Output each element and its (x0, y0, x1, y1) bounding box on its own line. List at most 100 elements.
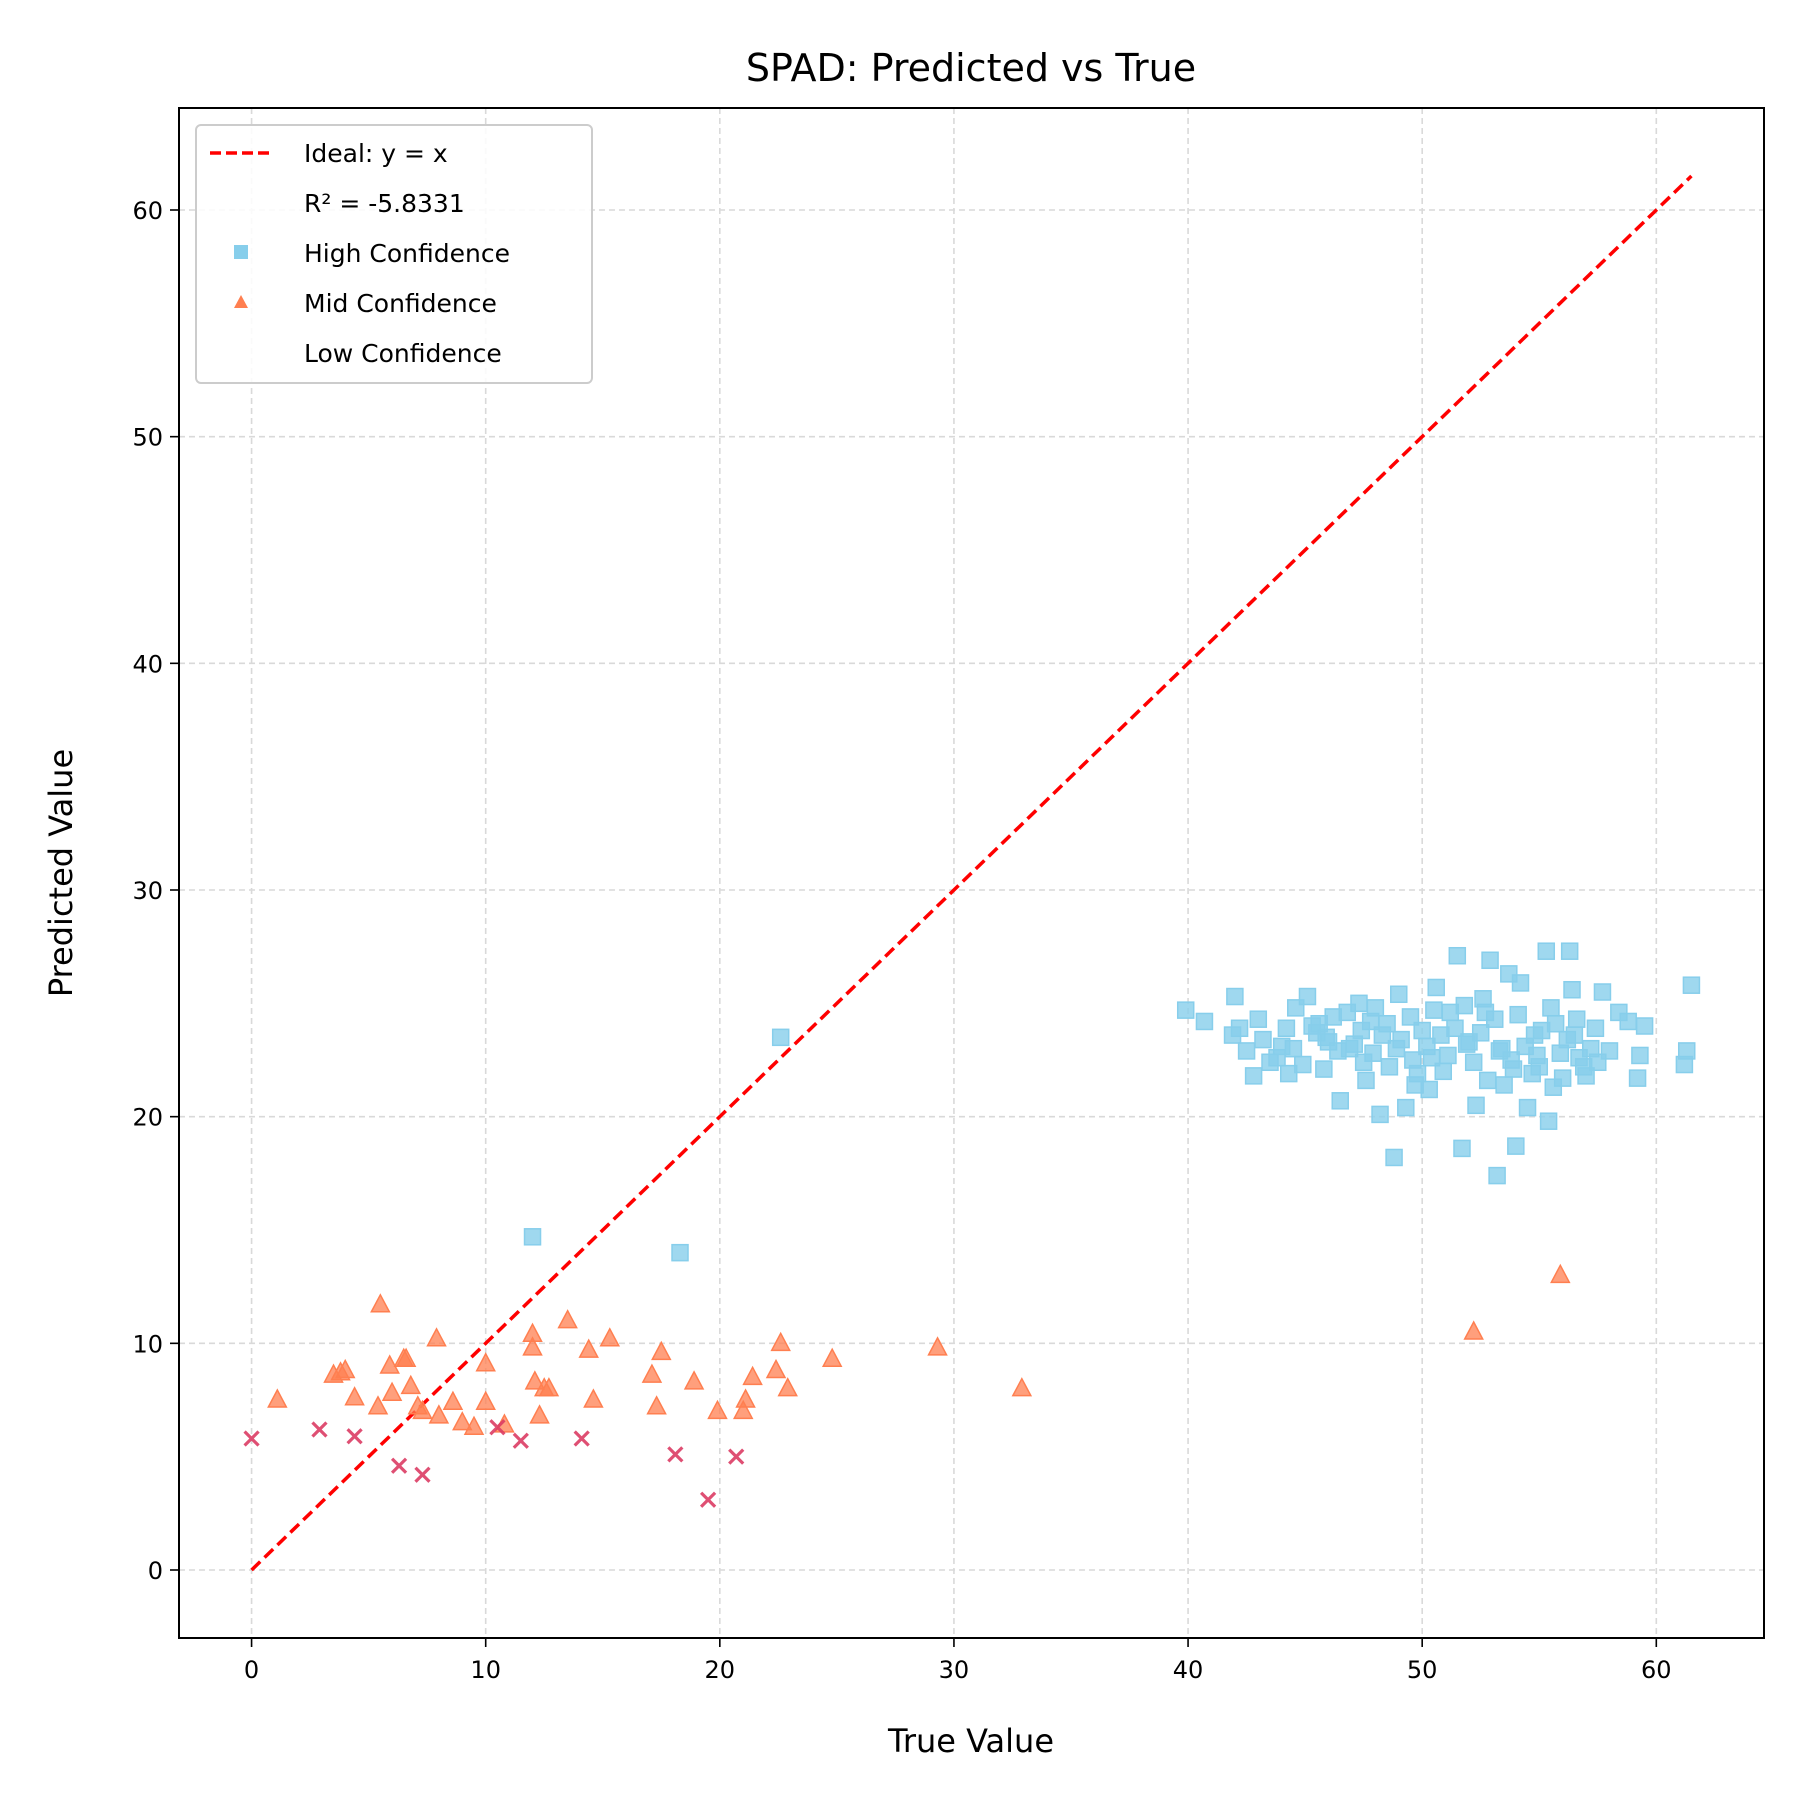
series-low-confidence (243, 1419, 745, 1508)
mid-confidence-point (557, 1309, 578, 1329)
high-confidence-point (1279, 1064, 1298, 1083)
low-confidence-point (243, 1430, 260, 1447)
high-confidence-point (1390, 985, 1408, 1004)
high-confidence-point (1677, 1042, 1696, 1060)
low-confidence-point (667, 1446, 684, 1463)
x-tick-label: 40 (1173, 1656, 1204, 1684)
x-axis-label: True Value (887, 1722, 1054, 1760)
high-confidence-point (1619, 1012, 1637, 1031)
low-confidence-point (489, 1419, 506, 1436)
legend-high-swatch (234, 245, 248, 259)
mid-confidence-point (770, 1331, 791, 1352)
high-confidence-point (1397, 1098, 1415, 1117)
high-confidence-point (1277, 1019, 1296, 1038)
legend-ideal-label: Ideal: y = x (304, 139, 448, 168)
mid-confidence-point (641, 1363, 663, 1383)
high-confidence-point (1488, 1166, 1506, 1185)
low-confidence-point (311, 1421, 328, 1438)
high-confidence-point (1635, 1017, 1654, 1035)
mid-confidence-point (524, 1370, 546, 1390)
mid-confidence-point (683, 1370, 705, 1390)
mid-confidence-point (1550, 1263, 1571, 1284)
high-confidence-point (1176, 1001, 1195, 1019)
high-confidence-point (1511, 974, 1530, 992)
mid-confidence-point (367, 1395, 389, 1415)
low-confidence-point (728, 1448, 745, 1465)
mid-confidence-point (777, 1377, 798, 1397)
mid-confidence-point (452, 1411, 473, 1431)
series-mid-confidence (267, 1263, 1571, 1435)
high-confidence-point (1532, 1021, 1551, 1040)
y-axis: 0 10 20 30 40 50 60 (132, 197, 179, 1585)
high-confidence-point (1682, 976, 1701, 994)
mid-confidence-point (1463, 1320, 1484, 1340)
mid-confidence-point (583, 1388, 604, 1408)
mid-confidence-point (442, 1390, 464, 1411)
high-confidence-point (1357, 1071, 1375, 1090)
high-confidence-point (1478, 1071, 1497, 1090)
high-confidence-point (1315, 1060, 1333, 1078)
high-confidence-point (1422, 1048, 1441, 1067)
y-tick-label: 10 (132, 1330, 163, 1358)
mid-confidence-point (395, 1347, 417, 1367)
high-confidence-point (1542, 999, 1560, 1017)
y-tick-label: 0 (148, 1557, 163, 1585)
high-confidence-point (1509, 1005, 1527, 1024)
mid-confidence-point (475, 1390, 496, 1411)
high-confidence-point (1464, 1053, 1483, 1072)
low-confidence-point (414, 1466, 431, 1483)
high-confidence-point (1385, 1148, 1403, 1167)
ideal-line-layer (250, 174, 1693, 1572)
mid-confidence-point (522, 1336, 543, 1356)
low-confidence-point (699, 1491, 717, 1508)
high-confidence-point (1448, 946, 1467, 965)
high-confidence-point (1319, 1033, 1338, 1051)
high-confidence-point (1294, 1055, 1312, 1074)
legend-mid-swatch (234, 295, 248, 308)
low-confidence-point (512, 1432, 529, 1449)
mid-confidence-point (599, 1327, 621, 1347)
legend-r2-label: R² = -5.8331 (304, 189, 465, 218)
high-confidence-point (1352, 1021, 1371, 1040)
high-confidence-point (1254, 1030, 1272, 1049)
x-tick-label: 10 (470, 1656, 501, 1684)
legend-mid-label: Mid Confidence (304, 289, 497, 318)
x-tick-label: 20 (705, 1656, 736, 1684)
mid-confidence-point (475, 1352, 496, 1372)
legend-low-label: Low Confidence (304, 339, 502, 368)
legend-box (195, 124, 593, 384)
high-confidence-point (1331, 1092, 1349, 1110)
high-confidence-point (1439, 1046, 1457, 1065)
high-confidence-point (1495, 1076, 1513, 1094)
high-confidence-point (1366, 999, 1385, 1017)
high-confidence-point (1371, 1105, 1389, 1124)
mid-confidence-point (463, 1415, 485, 1435)
mid-confidence-point (1011, 1377, 1033, 1397)
y-tick-label: 60 (132, 197, 163, 225)
mid-confidence-point (735, 1388, 756, 1408)
mid-confidence-point (379, 1354, 400, 1374)
mid-confidence-point (412, 1399, 433, 1420)
low-confidence-point (573, 1430, 590, 1447)
high-confidence-point (771, 1028, 790, 1047)
mid-confidence-point (426, 1327, 447, 1347)
high-confidence-point (1518, 1098, 1537, 1117)
x-tick-label: 30 (939, 1656, 970, 1684)
high-confidence-point (1338, 1003, 1357, 1022)
mid-confidence-point (400, 1374, 422, 1395)
mid-confidence-point (821, 1347, 843, 1367)
mid-confidence-point (651, 1340, 672, 1361)
high-confidence-point (1453, 1139, 1471, 1158)
high-confidence-point (1476, 1003, 1495, 1022)
low-confidence-point (390, 1457, 408, 1474)
mid-confidence-point (428, 1404, 450, 1424)
chart-title: SPAD: Predicted vs True (746, 46, 1196, 90)
high-confidence-point (1373, 1026, 1392, 1044)
ideal-line (250, 174, 1693, 1572)
high-confidence-point (1310, 1014, 1328, 1033)
mid-confidence-point (765, 1358, 787, 1379)
high-confidence-point (1298, 987, 1317, 1006)
mid-confidence-point (344, 1386, 365, 1406)
points-layer (243, 942, 1701, 1508)
